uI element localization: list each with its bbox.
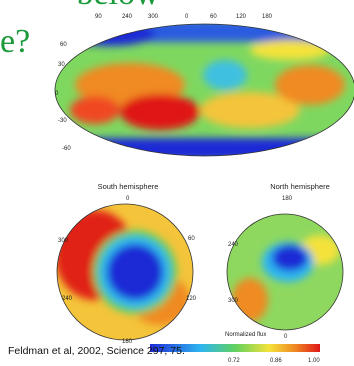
north-title: North hemisphere (270, 182, 330, 191)
lon-label: 240 (122, 14, 133, 20)
lon-label: 300 (148, 14, 159, 20)
south-label: 60 (188, 236, 195, 242)
north-label: 180 (282, 196, 293, 202)
colorbar-label: 0.86 (270, 358, 282, 364)
lon-label: 90 (95, 14, 102, 20)
lon-label: 180 (262, 14, 273, 20)
slide: below e? 90 240 300 0 60 120 180 60 30 0… (0, 0, 354, 366)
citation: Feldman et al, 2002, Science 297, 75. (8, 345, 185, 357)
lat-label: 60 (60, 42, 67, 48)
south-label: 0 (126, 196, 130, 202)
south-title: South hemisphere (98, 182, 159, 191)
south-label: 120 (186, 296, 197, 302)
north-map (225, 210, 345, 335)
north-label: 300 (228, 298, 239, 304)
heading-fragment: e? (0, 23, 30, 60)
lon-label: 60 (210, 14, 217, 20)
colorbar-label: 1.00 (308, 358, 320, 364)
north-label: 240 (228, 242, 239, 248)
global-map (50, 20, 354, 160)
lon-label: 120 (236, 14, 247, 20)
south-label: 240 (62, 296, 73, 302)
lon-label: 0 (185, 14, 189, 20)
colorbar-label: 0.72 (228, 358, 240, 364)
lat-label: -30 (58, 118, 67, 124)
lat-label: 30 (58, 62, 65, 68)
colorbar-title: Normalized flux (225, 332, 266, 338)
north-label: 0 (284, 334, 288, 340)
south-label: 300 (58, 238, 69, 244)
heading-fragment-top: below (76, 0, 160, 12)
lat-label: -60 (62, 146, 71, 152)
